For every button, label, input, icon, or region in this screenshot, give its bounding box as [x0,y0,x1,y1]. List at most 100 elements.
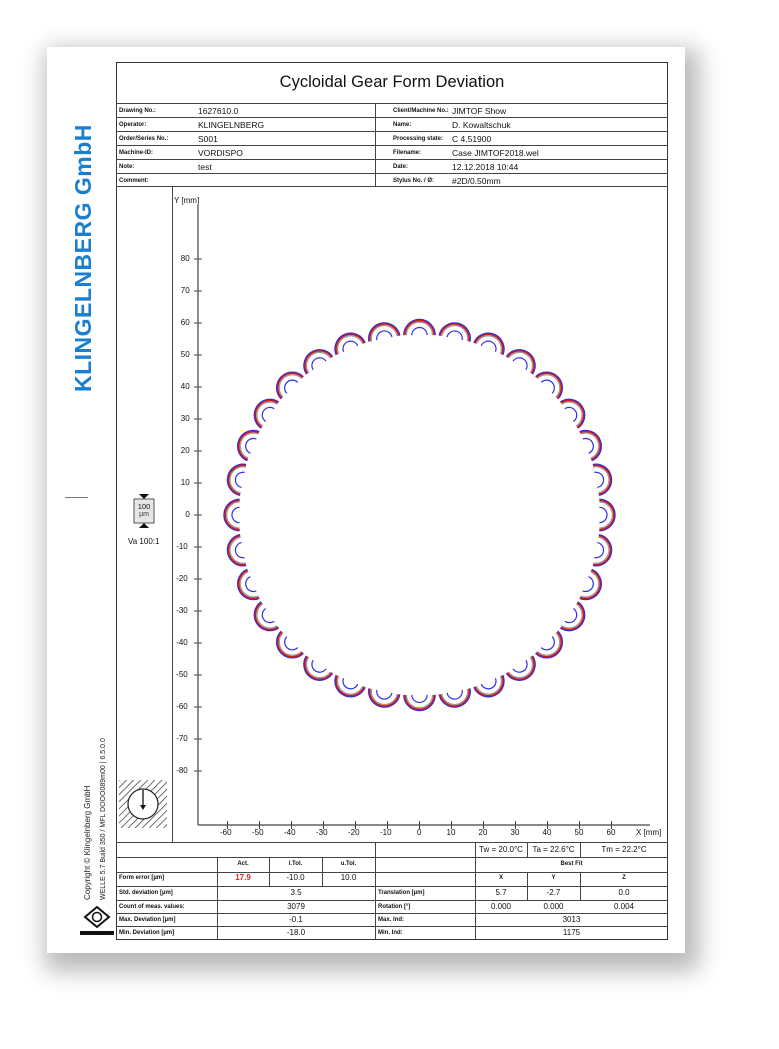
actual-profile [238,430,260,461]
info-row-line [116,173,668,174]
info-label: Operator: [119,122,147,128]
nominal-profile-inner [564,608,578,624]
info-value: KLINGELNBERG [198,120,265,130]
x-tick-label: 40 [542,828,552,837]
actual-profile [592,464,612,495]
actual-profile [227,535,247,566]
actual-profile [224,499,240,531]
column-header: u.Tol. [340,861,357,867]
row-label: Std. deviation [µm] [119,890,173,896]
temperature-value: Ta = 22.6°C [532,845,575,854]
col-line [475,842,476,940]
y-tick-label: -10 [176,542,188,551]
nominal-profile-outer [226,534,247,567]
nominal-profile-inner [564,406,578,422]
y-tick-label: -80 [176,766,188,775]
scale-ratio: Va 100:1 [128,537,160,546]
y-tick-label: -50 [176,670,188,679]
bestfit-axis: X [498,875,503,881]
info-label: Name: [393,122,412,128]
nominal-profile-inner [231,506,240,524]
info-label: Processing state: [393,136,444,142]
tolerance-band [580,432,600,459]
nominal-profile-outer [237,568,260,601]
x-tick-label: -10 [380,828,392,837]
info-label: Comment: [119,178,149,184]
nominal-profile-outer [253,601,280,632]
col-line [580,872,581,900]
nominal-profile-inner [376,330,393,341]
tolerance-band [239,571,259,598]
tolerance-band [405,694,434,709]
fold-mark [65,497,88,498]
y-tick-label: 40 [180,382,190,391]
col-line [217,857,218,940]
y-tick-label: 0 [185,510,190,519]
col-line [322,857,323,886]
nominal-profile-outer [579,429,602,462]
results-row-line [116,842,668,843]
actual-profile [474,675,504,697]
column-header: l.Tol. [288,861,303,867]
x-tick-label: 0 [417,828,422,837]
logo-icon [80,906,114,935]
result-value: 3079 [287,902,305,911]
y-tick-label: 60 [180,318,190,327]
results-row-line [116,872,668,873]
nominal-profile-inner [599,506,608,524]
tolerance-band [580,571,600,598]
scale-unit: µm [139,511,149,518]
row-label: Min. Deviation [µm] [119,930,175,936]
actual-profile [227,464,247,495]
row-label: Count of meas. values: [119,904,185,910]
actual-profile [369,688,400,707]
row-label: Form error [µm] [119,875,165,881]
bestfit-axis: Y [551,875,556,881]
tolerance-band [441,324,469,342]
info-label: Note: [119,164,135,170]
actual-profile [304,656,333,680]
y-tick-label: 20 [180,446,190,455]
info-label: Filename: [393,150,422,156]
nominal-profile-outer [473,674,505,698]
bestfit-axis: Z [622,875,626,881]
x-tick-label: -20 [348,828,360,837]
nominal-profile-outer [559,398,586,429]
actual-profile [404,319,435,336]
nominal-profile-outer [368,688,401,708]
info-row-line [116,117,668,118]
nominal-profile-inner [480,340,497,353]
y-tick-label: -70 [176,734,188,743]
col-line [269,857,270,886]
min-ind-value: 1175 [562,928,581,937]
nominal-profile-outer [403,694,436,712]
form-error-upper-tol: 10.0 [340,873,357,882]
tolerance-band [229,536,246,564]
nominal-profile-inner [512,659,528,673]
x-tick-label: 60 [606,828,616,837]
form-error-lower-tol: -10.0 [286,873,305,882]
tolerance-band [475,335,503,355]
report-frame [116,62,668,940]
actual-profile [579,430,601,461]
report-title: Cycloidal Gear Form Deviation [279,73,505,91]
rotation-value: 0.000 [490,902,512,911]
tolerance-band [336,335,364,355]
result-value: 3.5 [290,888,302,897]
info-top-line [116,103,668,104]
nominal-profile-inner [594,471,605,489]
nominal-profile-inner [284,379,299,394]
x-tick-label: -50 [252,828,264,837]
results-row-line [116,900,668,901]
tolerance-band [561,603,583,629]
tolerance-band [599,501,614,529]
tolerance-band [305,351,332,374]
info-value: 12.12.2018 10:44 [452,162,519,172]
nominal-profile-outer [368,322,401,342]
y-tick-label: -20 [176,574,188,583]
tolerance-band [370,688,398,706]
actual-profile [277,631,304,658]
x-axis-label: X [mm] [636,828,662,837]
results-divider [375,842,376,940]
info-value: C 4.51900 [452,134,492,144]
